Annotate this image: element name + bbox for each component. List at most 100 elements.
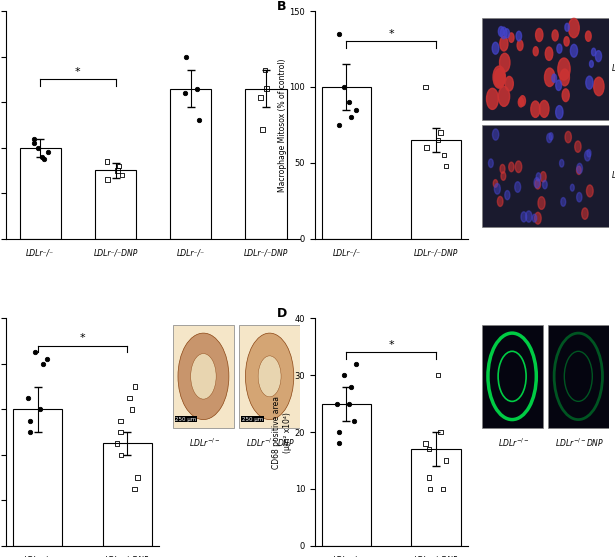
Circle shape bbox=[558, 58, 570, 80]
Circle shape bbox=[536, 28, 543, 42]
Y-axis label: Macrophage Mitosox (% of control): Macrophage Mitosox (% of control) bbox=[277, 58, 287, 192]
Circle shape bbox=[504, 29, 509, 38]
Point bbox=[441, 456, 451, 465]
Circle shape bbox=[498, 27, 504, 36]
Circle shape bbox=[515, 182, 521, 192]
Circle shape bbox=[509, 33, 514, 42]
Point bbox=[260, 66, 270, 75]
Circle shape bbox=[531, 101, 540, 118]
Text: B: B bbox=[277, 0, 286, 13]
Circle shape bbox=[577, 163, 582, 174]
Point bbox=[258, 125, 268, 134]
Circle shape bbox=[561, 198, 566, 206]
Ellipse shape bbox=[191, 354, 216, 399]
Circle shape bbox=[541, 172, 546, 182]
Bar bbox=[411, 449, 461, 546]
Ellipse shape bbox=[258, 356, 281, 397]
Circle shape bbox=[500, 164, 505, 173]
Point bbox=[351, 359, 361, 368]
Bar bbox=[322, 404, 371, 546]
Text: $LDLr^{-/-}$DNP: $LDLr^{-/-}$DNP bbox=[555, 437, 604, 449]
Point bbox=[261, 84, 271, 93]
Circle shape bbox=[556, 80, 561, 90]
Circle shape bbox=[501, 27, 507, 38]
Point bbox=[127, 405, 137, 414]
Text: *: * bbox=[389, 29, 394, 39]
Bar bbox=[322, 87, 371, 239]
Circle shape bbox=[505, 190, 510, 200]
Bar bbox=[548, 325, 609, 428]
Point bbox=[180, 89, 190, 97]
Point bbox=[37, 152, 47, 161]
Bar bbox=[482, 325, 542, 428]
Ellipse shape bbox=[178, 333, 229, 419]
Point bbox=[125, 393, 135, 402]
Point bbox=[332, 399, 342, 408]
Circle shape bbox=[492, 42, 499, 54]
Circle shape bbox=[592, 48, 596, 56]
Point bbox=[433, 135, 443, 144]
Point bbox=[334, 120, 344, 129]
Bar bbox=[173, 325, 234, 428]
Circle shape bbox=[516, 31, 522, 41]
Circle shape bbox=[568, 18, 579, 38]
Point bbox=[23, 393, 33, 402]
Circle shape bbox=[584, 150, 590, 161]
Y-axis label: CD68 positive area
(μm² x10⁴): CD68 positive area (μm² x10⁴) bbox=[272, 395, 292, 468]
Point bbox=[39, 154, 49, 163]
Text: $LDLr^{-/-}$: $LDLr^{-/-}$ bbox=[611, 62, 615, 74]
Circle shape bbox=[587, 185, 593, 197]
Point bbox=[103, 175, 113, 184]
Bar bbox=[103, 443, 152, 546]
Point bbox=[349, 416, 359, 425]
Point bbox=[116, 451, 126, 460]
Point bbox=[29, 134, 39, 143]
Bar bbox=[411, 140, 461, 239]
Text: $LDLr^{-/-}$DNP: $LDLr^{-/-}$DNP bbox=[246, 437, 296, 449]
Circle shape bbox=[533, 47, 538, 56]
Ellipse shape bbox=[245, 333, 294, 419]
Point bbox=[334, 439, 344, 448]
Point bbox=[42, 355, 52, 364]
Circle shape bbox=[520, 96, 525, 106]
Point bbox=[424, 473, 434, 482]
Circle shape bbox=[534, 212, 541, 224]
Bar bbox=[20, 148, 61, 239]
Point bbox=[334, 30, 344, 38]
Point bbox=[424, 444, 434, 453]
Text: D: D bbox=[277, 307, 287, 320]
Circle shape bbox=[562, 89, 569, 101]
Circle shape bbox=[500, 36, 508, 51]
Point bbox=[339, 82, 349, 91]
Point bbox=[132, 473, 142, 482]
Circle shape bbox=[532, 214, 537, 222]
Circle shape bbox=[576, 166, 581, 174]
Bar bbox=[239, 325, 300, 428]
Bar bbox=[170, 89, 212, 239]
Point bbox=[130, 382, 140, 391]
Circle shape bbox=[526, 211, 532, 222]
Bar bbox=[482, 125, 609, 227]
Bar bbox=[95, 170, 136, 239]
Text: 250 μm: 250 μm bbox=[175, 417, 197, 422]
Text: $LDLr^{-/-}$: $LDLr^{-/-}$ bbox=[189, 437, 220, 449]
Circle shape bbox=[570, 45, 577, 57]
Bar bbox=[245, 89, 287, 239]
Point bbox=[421, 439, 430, 448]
Circle shape bbox=[535, 179, 541, 189]
Circle shape bbox=[546, 47, 553, 60]
Circle shape bbox=[498, 197, 503, 207]
Circle shape bbox=[564, 37, 569, 46]
Circle shape bbox=[585, 76, 593, 89]
Circle shape bbox=[593, 77, 604, 96]
Circle shape bbox=[517, 40, 523, 51]
Circle shape bbox=[552, 74, 557, 82]
Circle shape bbox=[538, 197, 545, 209]
Circle shape bbox=[577, 193, 582, 202]
Circle shape bbox=[493, 129, 499, 140]
Circle shape bbox=[549, 133, 553, 140]
Text: *: * bbox=[80, 333, 85, 343]
Point bbox=[114, 162, 124, 170]
Point bbox=[116, 416, 125, 425]
Bar bbox=[13, 409, 62, 546]
